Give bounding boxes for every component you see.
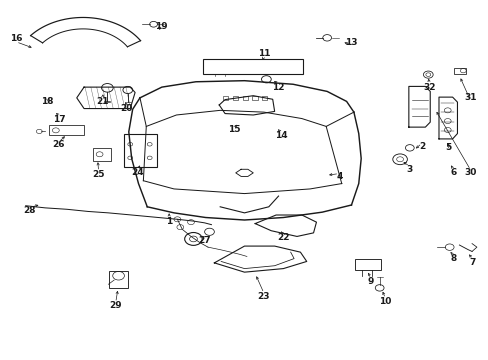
Text: 9: 9 bbox=[367, 277, 373, 286]
Text: 12: 12 bbox=[272, 83, 284, 92]
Text: 16: 16 bbox=[10, 35, 22, 44]
Text: 20: 20 bbox=[121, 104, 133, 113]
Text: 2: 2 bbox=[418, 141, 424, 150]
Text: 14: 14 bbox=[274, 131, 286, 140]
Text: 1: 1 bbox=[165, 217, 172, 226]
Text: 30: 30 bbox=[464, 168, 476, 177]
Text: 21: 21 bbox=[96, 97, 108, 106]
Bar bbox=[109, 271, 127, 288]
Text: 27: 27 bbox=[198, 236, 210, 245]
Bar bbox=[49, 125, 84, 135]
Bar bbox=[203, 59, 302, 73]
Bar bbox=[242, 96, 247, 100]
Text: 8: 8 bbox=[449, 254, 456, 263]
Bar bbox=[355, 259, 380, 270]
Text: 17: 17 bbox=[53, 115, 66, 124]
Text: 22: 22 bbox=[277, 233, 289, 242]
Text: 7: 7 bbox=[469, 258, 475, 267]
Text: 23: 23 bbox=[257, 292, 270, 301]
Text: 25: 25 bbox=[92, 170, 104, 179]
Text: 15: 15 bbox=[228, 126, 241, 135]
Bar bbox=[252, 96, 257, 100]
Text: 3: 3 bbox=[406, 165, 412, 174]
Text: 6: 6 bbox=[449, 168, 456, 177]
Text: 31: 31 bbox=[464, 93, 476, 102]
Bar bbox=[453, 68, 465, 73]
Bar bbox=[93, 148, 111, 161]
Text: 32: 32 bbox=[422, 83, 435, 92]
Text: 13: 13 bbox=[345, 38, 357, 47]
Text: 28: 28 bbox=[23, 206, 36, 215]
Text: 10: 10 bbox=[379, 297, 391, 306]
Bar bbox=[232, 96, 238, 100]
Text: 26: 26 bbox=[52, 140, 65, 149]
Text: 19: 19 bbox=[155, 22, 168, 31]
Text: 29: 29 bbox=[109, 301, 122, 310]
Text: 24: 24 bbox=[131, 168, 143, 177]
Text: 18: 18 bbox=[41, 97, 54, 106]
Text: 4: 4 bbox=[335, 172, 342, 181]
Text: 5: 5 bbox=[445, 143, 451, 152]
Text: 11: 11 bbox=[257, 49, 270, 58]
Bar bbox=[262, 96, 267, 100]
Bar bbox=[223, 96, 228, 100]
